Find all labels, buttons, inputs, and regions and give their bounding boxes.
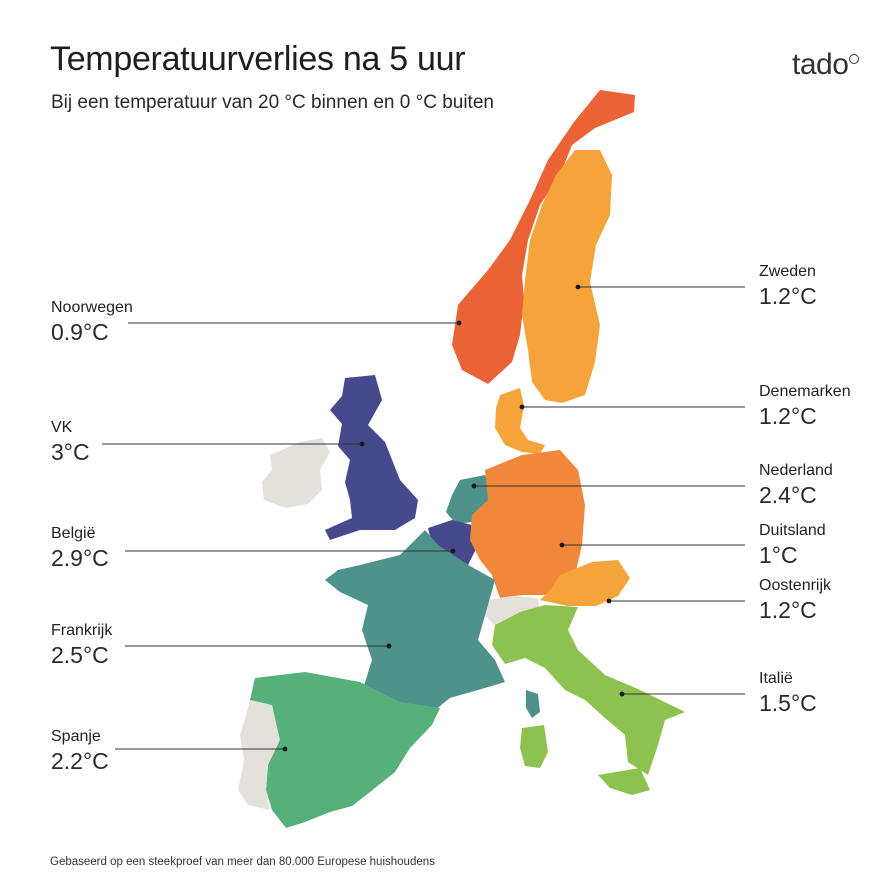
label-italie: Italië 1.5°C	[759, 669, 817, 717]
country-name: Denemarken	[759, 383, 851, 400]
marker-spanje	[282, 746, 288, 752]
page-subtitle: Bij een temperatuur van 20 °C binnen en …	[51, 92, 494, 113]
label-denemarken: Denemarken 1.2°C	[759, 382, 851, 430]
country-name: VK	[51, 419, 73, 436]
region-denmark	[495, 388, 545, 454]
label-spanje: Spanje 2.2°C	[51, 727, 109, 775]
country-name: Frankrijk	[51, 622, 113, 639]
country-value: 1.2°C	[759, 403, 817, 429]
country-value: 3°C	[51, 439, 90, 465]
label-duitsland: Duitsland 1°C	[759, 521, 826, 569]
label-frankrijk: Frankrijk 2.5°C	[51, 621, 112, 669]
page-title: Temperatuurverlies na 5 uur	[50, 40, 466, 78]
country-value: 2.5°C	[51, 642, 109, 668]
label-oostenrijk: Oostenrijk 1.2°C	[759, 576, 831, 624]
region-norway	[452, 90, 635, 384]
marker-vk	[359, 441, 365, 447]
marker-noorwegen	[456, 320, 462, 326]
country-value: 2.4°C	[759, 482, 817, 508]
region-austria	[540, 560, 630, 606]
label-zweden: Zweden 1.2°C	[759, 262, 817, 310]
country-value: 1.2°C	[759, 597, 817, 623]
region-germany	[470, 450, 585, 598]
country-name: Noorwegen	[51, 299, 133, 316]
country-value: 2.2°C	[51, 748, 109, 774]
region-sicily	[598, 768, 650, 795]
country-value: 1.5°C	[759, 690, 817, 716]
region-sardinia	[520, 725, 548, 768]
label-nederland: Nederland 2.4°C	[759, 461, 833, 509]
footnote: Gebaseerd op een steekproef van meer dan…	[50, 856, 435, 868]
marker-nederland	[471, 483, 477, 489]
tado-logo: tado	[792, 48, 860, 82]
region-uk	[325, 375, 418, 540]
marker-oostenrijk	[606, 598, 612, 604]
region-belgium	[428, 520, 478, 565]
region-france	[325, 530, 505, 710]
marker-duitsland	[559, 542, 565, 548]
marker-belgie	[450, 548, 456, 554]
country-name: Italië	[759, 670, 793, 687]
logo-text: tado	[792, 48, 849, 81]
country-name: Oostenrijk	[759, 577, 832, 594]
region-portugal	[238, 700, 280, 810]
region-italy	[492, 605, 685, 775]
region-spain	[250, 672, 440, 828]
region-sweden	[522, 150, 612, 403]
region-ireland	[262, 438, 330, 508]
label-vk: VK 3°C	[51, 418, 90, 466]
marker-frankrijk	[386, 643, 392, 649]
marker-denemarken	[519, 404, 525, 410]
country-name: België	[51, 525, 96, 542]
country-value: 0.9°C	[51, 319, 109, 345]
country-name: Nederland	[759, 462, 833, 479]
label-belgie: België 2.9°C	[51, 524, 109, 572]
label-noorwegen: Noorwegen 0.9°C	[51, 298, 133, 346]
tado-logo-icon	[849, 54, 860, 64]
country-value: 2.9°C	[51, 545, 109, 571]
country-name: Duitsland	[759, 522, 826, 539]
country-value: 1.2°C	[759, 283, 817, 309]
region-corsica	[526, 690, 540, 718]
marker-italie	[619, 691, 625, 697]
country-value: 1°C	[759, 542, 798, 568]
country-name: Zweden	[759, 263, 816, 280]
marker-zweden	[575, 284, 581, 290]
country-name: Spanje	[51, 728, 101, 745]
